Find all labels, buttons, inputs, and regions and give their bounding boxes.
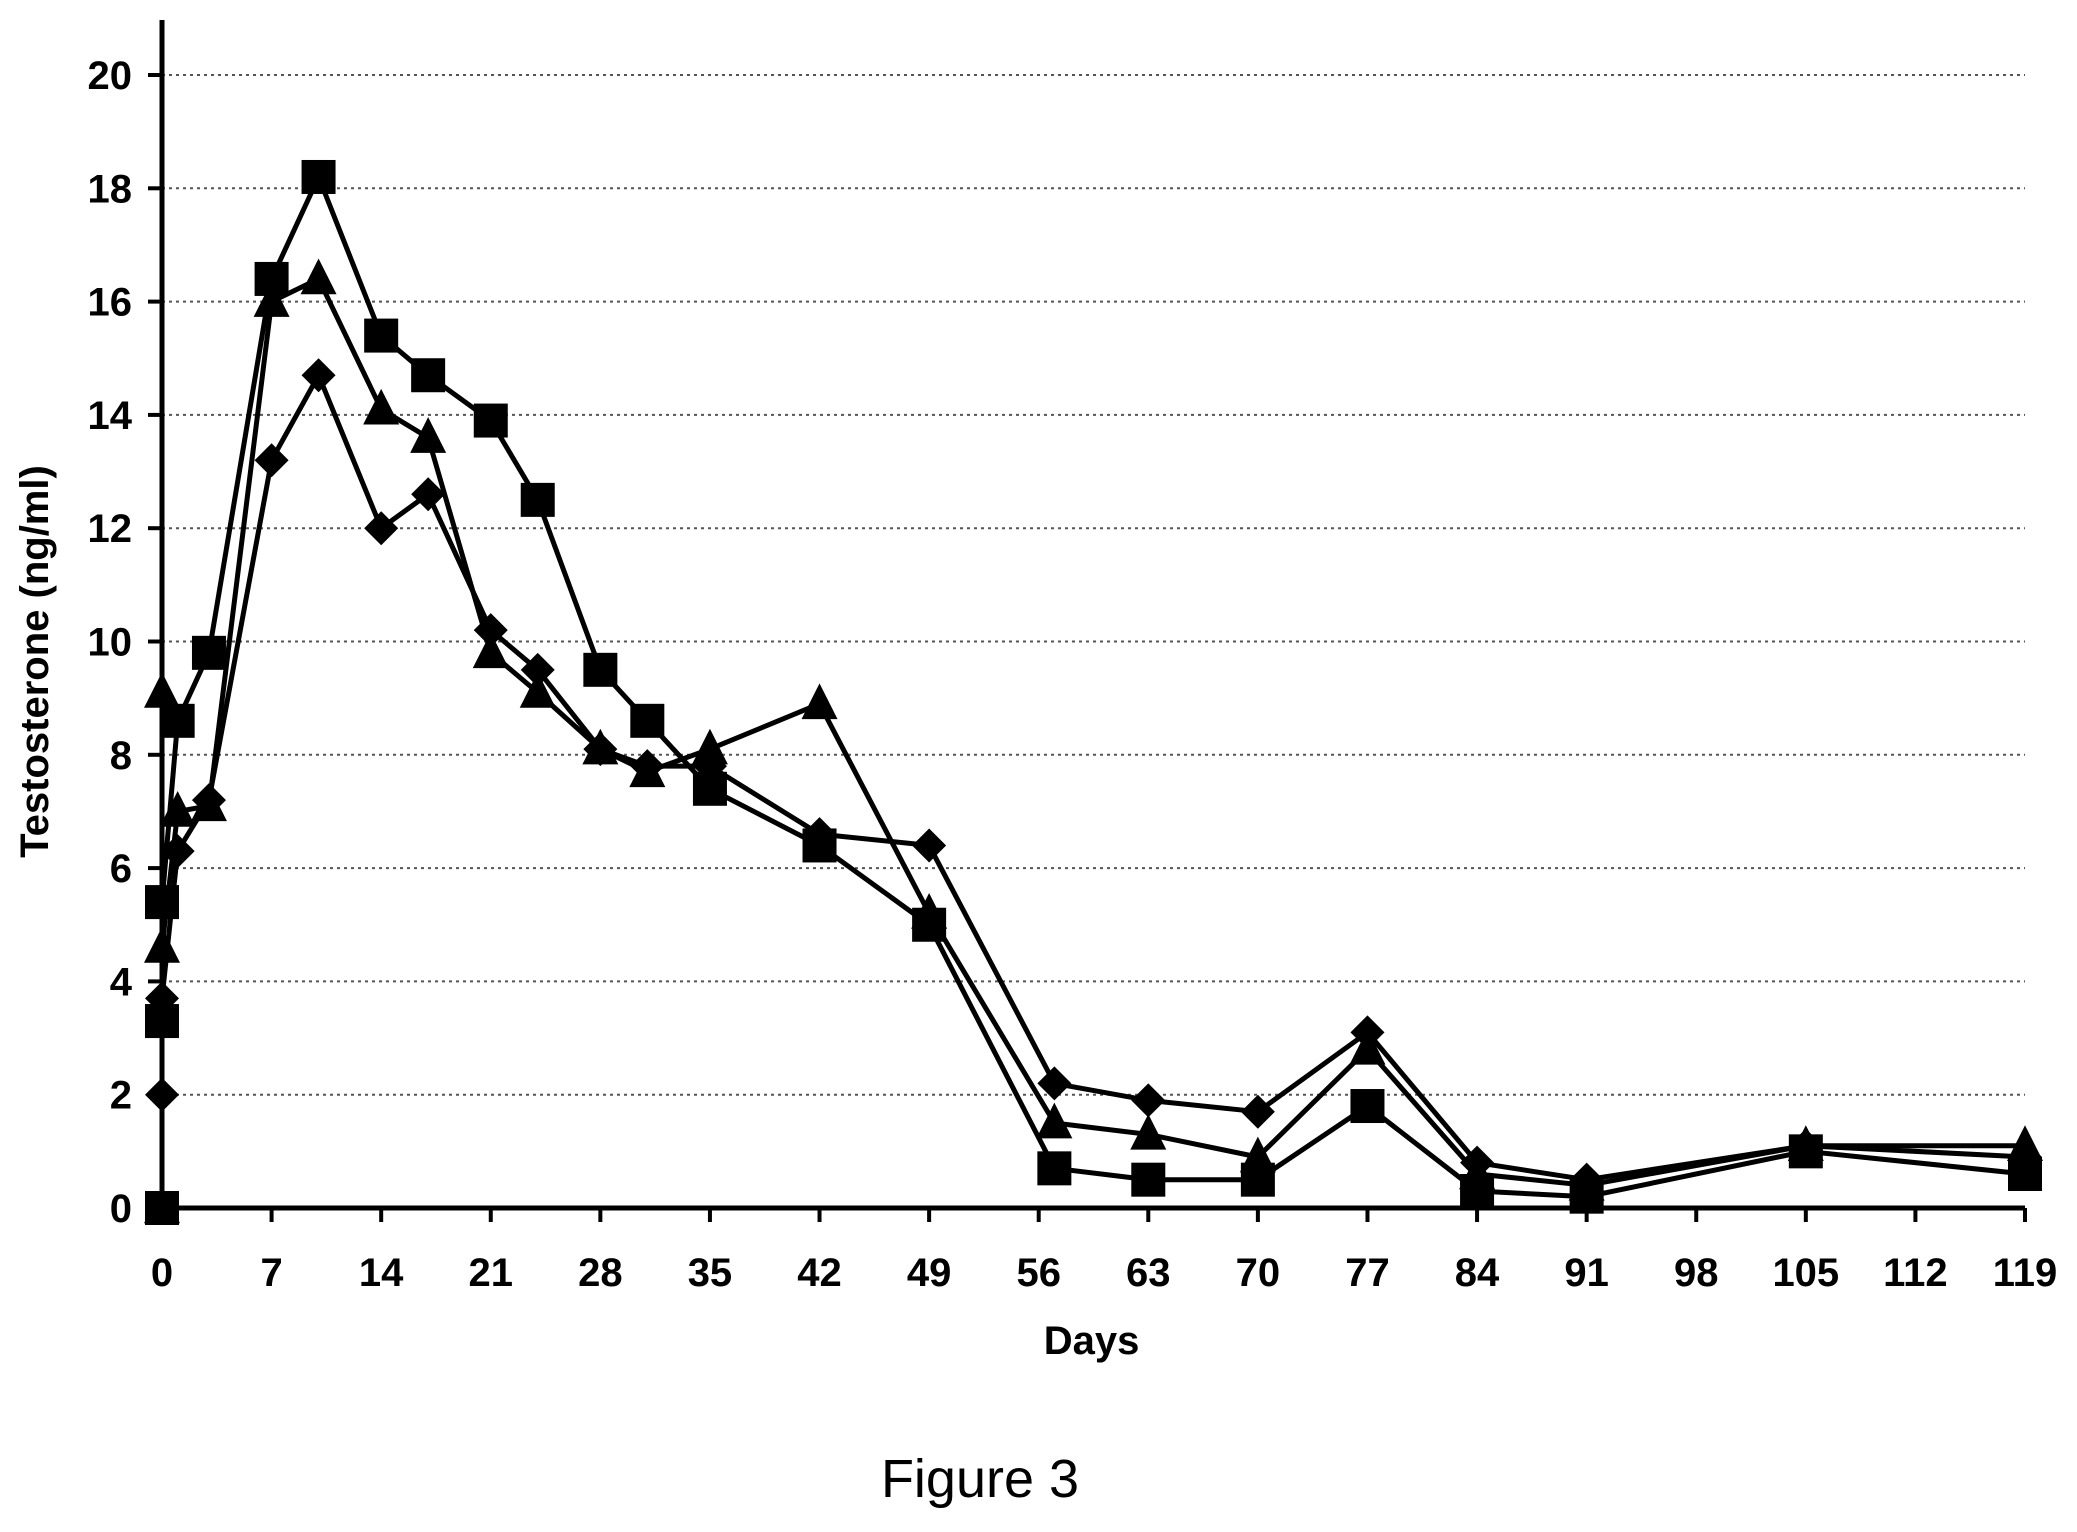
point-triangle-4 xyxy=(190,785,227,822)
x-tick-label-2: 14 xyxy=(359,1251,404,1295)
y-axis-title: Testosterone (ng/ml) xyxy=(13,465,57,858)
point-square-7 xyxy=(364,318,399,353)
axes xyxy=(148,20,2027,1222)
point-triangle-16 xyxy=(1036,1102,1073,1139)
point-triangle-11 xyxy=(582,728,619,765)
x-tick-label-1: 7 xyxy=(260,1251,282,1295)
y-tick-label-10: 20 xyxy=(88,54,133,98)
point-square-22 xyxy=(1788,1134,1823,1169)
point-square-13 xyxy=(692,771,727,806)
tick-labels: 0 2 4 6 8 10 12 14 16 18 20 0 7 14 21 28 35 42 49 56 63 70 77 8… xyxy=(88,54,2058,1295)
series-line-square xyxy=(159,174,2026,1208)
x-tick-label-3: 21 xyxy=(469,1251,514,1295)
point-triangle-13 xyxy=(691,728,728,765)
x-axis-title: Days xyxy=(1044,1319,1140,1363)
x-tick-label-13: 91 xyxy=(1564,1251,1609,1295)
y-tick-label-2: 4 xyxy=(110,960,133,1004)
point-diamond-8 xyxy=(411,477,446,512)
x-tick-label-10: 70 xyxy=(1236,1251,1281,1295)
point-square-21 xyxy=(1569,1179,1604,1214)
point-square-0 xyxy=(145,1191,179,1225)
point-triangle-23 xyxy=(2007,1125,2043,1161)
x-tick-label-11: 77 xyxy=(1345,1251,1390,1295)
x-tick-label-6: 42 xyxy=(797,1251,842,1295)
y-tick-label-0: 0 xyxy=(110,1187,132,1231)
point-triangle-6 xyxy=(300,258,337,295)
point-square-3 xyxy=(160,703,195,738)
point-square-17 xyxy=(1131,1162,1166,1197)
point-diamond-10 xyxy=(520,652,555,687)
point-triangle-14 xyxy=(801,683,838,720)
x-tick-label-14: 98 xyxy=(1674,1251,1719,1295)
y-tick-label-1: 2 xyxy=(110,1074,132,1118)
y-tick-label-7: 14 xyxy=(88,394,133,438)
y-tick-label-8: 16 xyxy=(88,281,133,325)
point-diamond-5 xyxy=(254,443,289,478)
point-diamond-15 xyxy=(912,828,947,863)
point-square-14 xyxy=(802,828,837,863)
x-tick-label-12: 84 xyxy=(1455,1251,1500,1295)
x-tick-label-4: 28 xyxy=(578,1251,623,1295)
point-square-1 xyxy=(145,1004,179,1039)
point-square-19 xyxy=(1350,1089,1385,1124)
x-tick-label-7: 49 xyxy=(907,1251,952,1295)
y-tick-label-5: 10 xyxy=(88,621,133,665)
grid-lines xyxy=(162,74,2025,1096)
series-triangle xyxy=(144,258,2043,1224)
point-square-4 xyxy=(191,635,226,670)
y-tick-label-9: 18 xyxy=(88,167,133,211)
point-triangle-9 xyxy=(472,632,509,669)
x-tick-label-8: 56 xyxy=(1016,1251,1061,1295)
point-square-16 xyxy=(1037,1151,1072,1186)
point-square-10 xyxy=(520,482,555,517)
point-triangle-7 xyxy=(363,388,400,425)
point-diamond-7 xyxy=(364,511,399,546)
series-line-diamond xyxy=(159,372,2026,1208)
figure-caption: Figure 3 xyxy=(881,1449,1079,1509)
x-tick-label-16: 112 xyxy=(1883,1251,1948,1295)
point-square-9 xyxy=(473,403,508,438)
point-square-11 xyxy=(583,652,618,687)
point-square-23 xyxy=(2008,1157,2042,1192)
point-square-5 xyxy=(254,261,289,296)
x-tick-label-9: 63 xyxy=(1126,1251,1171,1295)
point-square-2 xyxy=(145,885,179,920)
x-tick-label-0: 0 xyxy=(151,1251,173,1295)
x-tick-label-17: 119 xyxy=(1993,1251,2058,1295)
point-triangle-12 xyxy=(629,751,666,788)
point-triangle-5 xyxy=(253,281,290,317)
data-series xyxy=(144,159,2043,1225)
y-tick-label-3: 6 xyxy=(110,847,132,891)
point-triangle-8 xyxy=(410,417,447,453)
point-diamond-17 xyxy=(1131,1083,1166,1118)
y-tick-label-6: 12 xyxy=(88,507,133,551)
point-square-6 xyxy=(301,159,336,194)
point-square-15 xyxy=(912,907,947,942)
point-square-18 xyxy=(1240,1162,1275,1197)
series-square xyxy=(145,159,2042,1225)
y-tick-label-4: 8 xyxy=(110,734,132,778)
point-triangle-19 xyxy=(1349,1028,1386,1065)
point-triangle-1 xyxy=(144,672,180,708)
point-diamond-6 xyxy=(301,358,336,393)
point-square-20 xyxy=(1460,1174,1495,1209)
point-triangle-17 xyxy=(1130,1113,1167,1150)
point-diamond-18 xyxy=(1240,1094,1275,1129)
point-triangle-10 xyxy=(519,672,556,708)
x-tick-label-5: 35 xyxy=(688,1251,733,1295)
point-square-12 xyxy=(630,703,665,738)
series-line-triangle xyxy=(159,276,2025,1208)
point-square-8 xyxy=(411,358,446,393)
point-diamond-16 xyxy=(1037,1066,1072,1101)
x-tick-label-15: 105 xyxy=(1772,1251,1839,1295)
